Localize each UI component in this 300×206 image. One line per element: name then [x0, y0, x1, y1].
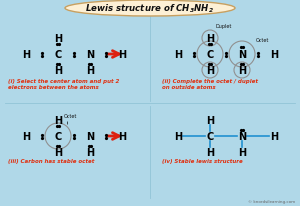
Text: H: H [54, 147, 62, 157]
Text: Octet: Octet [64, 114, 77, 118]
Text: N: N [238, 50, 246, 60]
Text: H: H [238, 147, 246, 157]
Text: (ii) Complete the octet / duplet
on outside atoms: (ii) Complete the octet / duplet on outs… [162, 79, 258, 90]
Text: Duplet: Duplet [216, 24, 232, 29]
Text: H: H [206, 115, 214, 125]
Text: H: H [54, 66, 62, 76]
Ellipse shape [65, 1, 235, 17]
Text: H: H [206, 34, 214, 44]
Text: H: H [206, 147, 214, 157]
Text: H: H [54, 115, 62, 125]
Text: H: H [22, 131, 30, 141]
Text: N: N [86, 131, 94, 141]
Text: (iii) Carbon has stable octet: (iii) Carbon has stable octet [8, 158, 94, 163]
Text: Octet: Octet [256, 38, 269, 43]
Text: © knordsilearning.com: © knordsilearning.com [248, 199, 295, 203]
Text: C: C [54, 131, 61, 141]
Text: H: H [86, 147, 94, 157]
Text: H: H [270, 131, 278, 141]
Text: (iv) Stable lewis structure: (iv) Stable lewis structure [162, 158, 243, 163]
Text: H: H [238, 66, 246, 76]
Text: H: H [174, 50, 182, 60]
Text: C: C [54, 50, 61, 60]
Text: H: H [118, 50, 126, 60]
Text: $\bfit{Lewis\ structure\ of\ CH_3NH_2}$: $\bfit{Lewis\ structure\ of\ CH_3NH_2}$ [85, 3, 214, 15]
Text: H: H [86, 66, 94, 76]
Text: C: C [206, 50, 214, 60]
Text: H: H [270, 50, 278, 60]
Text: C: C [206, 131, 214, 141]
Text: H: H [118, 131, 126, 141]
Text: H: H [54, 34, 62, 44]
Text: (i) Select the center atom and put 2
electrons between the atoms: (i) Select the center atom and put 2 ele… [8, 79, 119, 90]
Text: N: N [86, 50, 94, 60]
Text: H: H [206, 66, 214, 76]
Text: H: H [22, 50, 30, 60]
Text: N: N [238, 131, 246, 141]
Text: H: H [174, 131, 182, 141]
